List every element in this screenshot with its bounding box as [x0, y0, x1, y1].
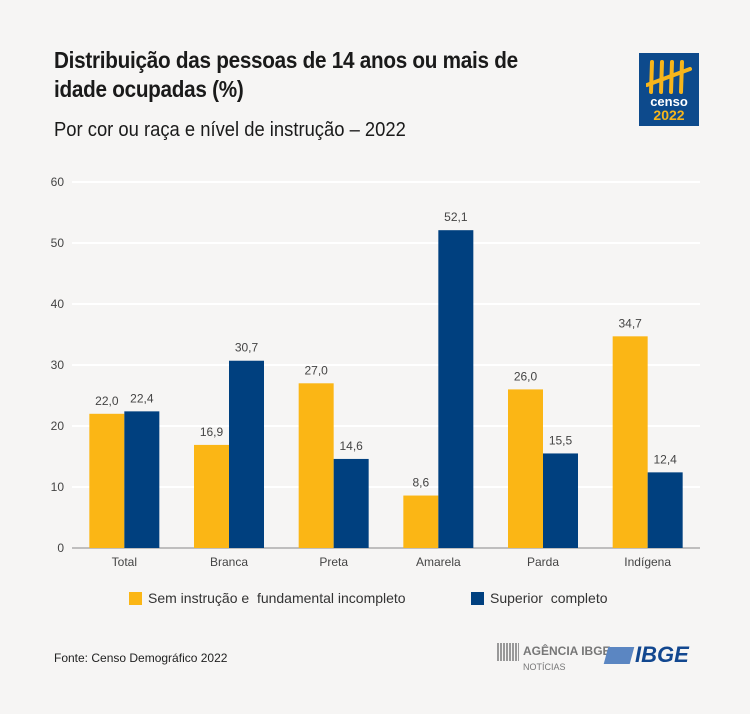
x-tick-label: Total	[112, 555, 137, 569]
x-tick-label: Parda	[527, 555, 559, 569]
y-tick-label: 0	[57, 541, 64, 555]
chart-subtitle: Por cor ou raça e nível de instrução – 2…	[54, 119, 406, 141]
legend-item-sem-instrucao: Sem instrução e fundamental incompleto	[129, 590, 406, 606]
data-label: 22,4	[130, 391, 154, 405]
x-tick-label: Branca	[210, 555, 248, 569]
data-label: 27,0	[304, 363, 328, 377]
bar-sem-instrucao	[194, 444, 229, 548]
y-tick-label: 40	[51, 297, 65, 311]
legend-swatch	[129, 591, 142, 605]
data-label: 15,5	[549, 433, 573, 447]
y-tick-label: 60	[51, 175, 65, 189]
chart-title: Distribuição das pessoas de 14 anos ou m…	[54, 47, 518, 102]
bar-superior	[124, 411, 160, 548]
y-tick-label: 20	[51, 419, 65, 433]
data-label: 12,4	[653, 452, 677, 466]
legend-swatch	[471, 591, 484, 605]
x-tick-label: Indígena	[624, 555, 671, 569]
bar-sem-instrucao	[298, 383, 334, 548]
bar-superior	[543, 453, 578, 548]
data-label: 34,7	[618, 316, 642, 330]
agencia-ibge-logo: AGÊNCIA IBGE NOTÍCIAS	[497, 643, 611, 673]
legend-item-superior: Superior completo	[471, 590, 608, 606]
data-label: 22,0	[95, 394, 119, 408]
y-tick-label: 50	[51, 236, 65, 250]
data-label: 30,7	[235, 341, 259, 355]
x-tick-label: Amarela	[416, 555, 461, 569]
bar-superior	[333, 458, 369, 548]
y-tick-label: 10	[51, 480, 65, 494]
bar-sem-instrucao	[508, 389, 543, 548]
bar-sem-instrucao	[612, 336, 648, 548]
censo-logo: censo 2022	[639, 53, 699, 126]
bar-chart: 0 10 20 30 40 50 60 Total 22,0 22,4 Branca 16,9 30,7…	[51, 175, 700, 569]
x-tick-label: Preta	[319, 555, 348, 569]
source-note: Fonte: Censo Demográfico 2022	[54, 651, 228, 665]
data-label: 26,0	[514, 369, 538, 383]
data-label: 14,6	[339, 439, 363, 453]
ibge-logo: IBGE	[603, 642, 689, 668]
data-label: 52,1	[444, 210, 468, 224]
bar-sem-instrucao	[403, 495, 439, 548]
y-tick-label: 30	[51, 358, 65, 372]
data-label: 16,9	[200, 425, 224, 439]
bar-sem-instrucao	[89, 413, 125, 548]
bar-superior	[438, 230, 474, 548]
bar-superior	[229, 360, 264, 548]
bar-superior	[647, 472, 683, 548]
data-label: 8,6	[412, 476, 429, 490]
